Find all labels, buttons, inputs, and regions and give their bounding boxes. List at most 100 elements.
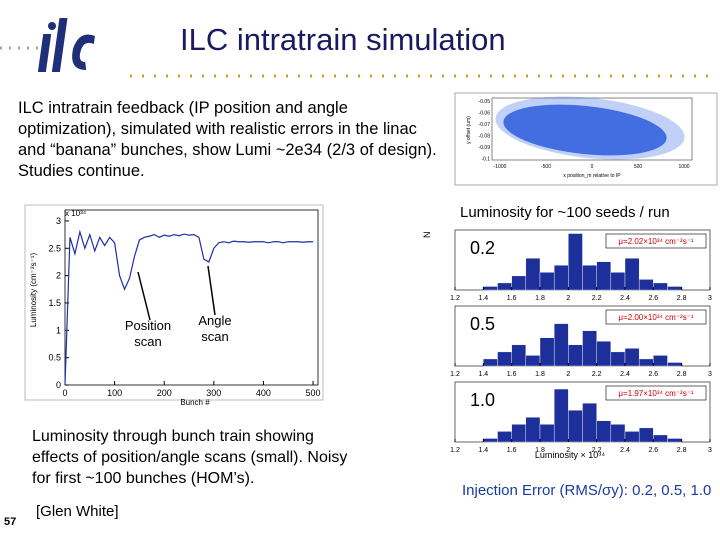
- histogram-bar: [553, 388, 569, 443]
- x-tick-label: 2.4: [620, 295, 630, 302]
- x-tick-label: 1.4: [478, 371, 488, 378]
- x-axis-label: Luminosity × 10³⁴: [535, 450, 605, 460]
- x-tick-label: 1.8: [535, 447, 545, 454]
- x-tick-label: 400: [256, 388, 271, 398]
- x-tick-label: 2.8: [677, 295, 687, 302]
- x-tick-label: 2.2: [592, 447, 602, 454]
- annotation: Position scan: [125, 318, 171, 349]
- histogram-bar: [525, 258, 541, 291]
- histogram-bar: [511, 344, 527, 367]
- x-tick-label: 2.8: [677, 447, 687, 454]
- lumi-caption: Luminosity through bunch train showing e…: [32, 428, 348, 487]
- histogram-bar: [511, 424, 527, 443]
- histogram-bar: [610, 424, 626, 443]
- histogram-bar: [497, 431, 512, 443]
- histogram-bar: [568, 233, 583, 291]
- mean-box: [605, 233, 707, 249]
- histogram-bar: [539, 424, 555, 443]
- y-axis-label: Luminosity (cm⁻²s⁻¹): [29, 253, 38, 328]
- x-tick-label: 0: [62, 388, 67, 398]
- histogram-bar: [511, 275, 527, 291]
- histogram-bar: [667, 438, 682, 443]
- y-tick-label: -0.07: [479, 122, 491, 128]
- x-tick-label: 300: [206, 388, 221, 398]
- histogram-bar: [596, 261, 612, 291]
- x-tick-label: 2.2: [592, 295, 602, 302]
- x-tick-label: 2.8: [677, 371, 687, 378]
- x-tick-label: 2.6: [648, 295, 658, 302]
- histogram-bar: [638, 427, 654, 443]
- injection-note: Injection Error (RMS/σy): 0.2, 0.5, 1.0: [462, 482, 712, 499]
- histogram-bar: [568, 410, 583, 443]
- x-tick-label: 1.2: [450, 447, 460, 454]
- x-tick-label: 1.8: [535, 371, 545, 378]
- histogram-bar: [582, 265, 597, 291]
- x-tick-label: 100: [107, 388, 122, 398]
- x-tick-label: 1.4: [478, 295, 488, 302]
- y-axis-label: N: [422, 232, 432, 239]
- histogram-bar: [638, 279, 654, 291]
- histogram-bar: [610, 351, 626, 367]
- y-tick-label: 0.5: [48, 353, 61, 363]
- histogram-bar: [638, 358, 654, 367]
- y-tick-label: 1.5: [48, 298, 61, 308]
- histogram-bar: [667, 286, 682, 291]
- logo: [37, 18, 95, 72]
- y-tick-label: 3: [56, 216, 61, 226]
- y-tick-label: -0.06: [479, 111, 491, 117]
- histogram-bar: [596, 341, 612, 367]
- mean-label: μ=2.00×10³⁴ cm⁻²s⁻¹: [618, 313, 694, 322]
- histogram-bar: [525, 417, 541, 443]
- x-tick-label: 2.2: [592, 371, 602, 378]
- histogram-bar: [624, 348, 640, 367]
- y-tick-label: 2.5: [48, 243, 61, 253]
- x-tick-label: 2: [566, 371, 570, 378]
- histogram-panels: N 0.2 μ=2.02×10³⁴ cm⁻²s⁻¹ 1.2 1.4 1.6 1.8 2 2.2 2…: [422, 229, 712, 460]
- x-tick-label: 1000: [678, 164, 689, 170]
- x-tick-label: 2.6: [648, 371, 658, 378]
- histogram-bar: [483, 358, 498, 367]
- histogram-bar: [539, 272, 555, 291]
- x-tick-label: 1.6: [507, 295, 517, 302]
- x-tick-label: -1000: [494, 164, 507, 170]
- histogram-bar: [653, 355, 668, 367]
- histogram-bar: [624, 431, 640, 443]
- credit: [Glen White]: [36, 503, 119, 520]
- histogram-bar: [610, 272, 626, 291]
- histogram-bar: [483, 438, 498, 443]
- arrow: [207, 265, 216, 316]
- page-number: 57: [4, 516, 17, 528]
- panel-label: 0.5: [470, 314, 495, 334]
- x-tick-label: 2.4: [620, 447, 630, 454]
- x-tick-label: 3: [708, 371, 712, 378]
- mean-box: [605, 309, 707, 325]
- histogram-bar: [553, 323, 569, 367]
- panel-label: 0.2: [470, 238, 495, 258]
- y-tick-label: 1: [56, 325, 61, 335]
- x-tick-label: 1.8: [535, 295, 545, 302]
- histogram-title: Luminosity for ~100 seeds / run: [460, 204, 670, 221]
- histogram-bar: [483, 286, 498, 291]
- x-axis-label: x position_m relative to IP: [563, 173, 621, 179]
- y-tick-label: -0.09: [479, 145, 491, 151]
- histogram-bar: [525, 355, 541, 367]
- x-tick-label: 2: [566, 447, 570, 454]
- plot-frame: [24, 204, 324, 401]
- histogram-bar: [582, 330, 597, 367]
- y-tick-label: 0: [56, 380, 61, 390]
- histogram-bar: [497, 282, 512, 291]
- scatter-cloud: [495, 96, 685, 160]
- x-tick-label: 2.4: [620, 371, 630, 378]
- panel-label: 1.0: [470, 390, 495, 410]
- axes-box: [64, 209, 319, 386]
- exponent: x 10³⁴: [65, 209, 87, 218]
- x-tick-label: 500: [306, 388, 321, 398]
- arrow: [137, 271, 151, 321]
- y-axis-label: y offset (um): [466, 116, 472, 144]
- histogram-bar: [568, 344, 583, 367]
- luminosity-plot: 0 0.5 1 1.5 2 2.5 3 0 100 200 300 400 500 x 10³⁴ Bunch…: [24, 204, 324, 405]
- histogram-bar: [553, 265, 569, 291]
- intro-text: ILC intratrain feedback (IP position and…: [18, 99, 437, 180]
- x-tick-label: 200: [157, 388, 172, 398]
